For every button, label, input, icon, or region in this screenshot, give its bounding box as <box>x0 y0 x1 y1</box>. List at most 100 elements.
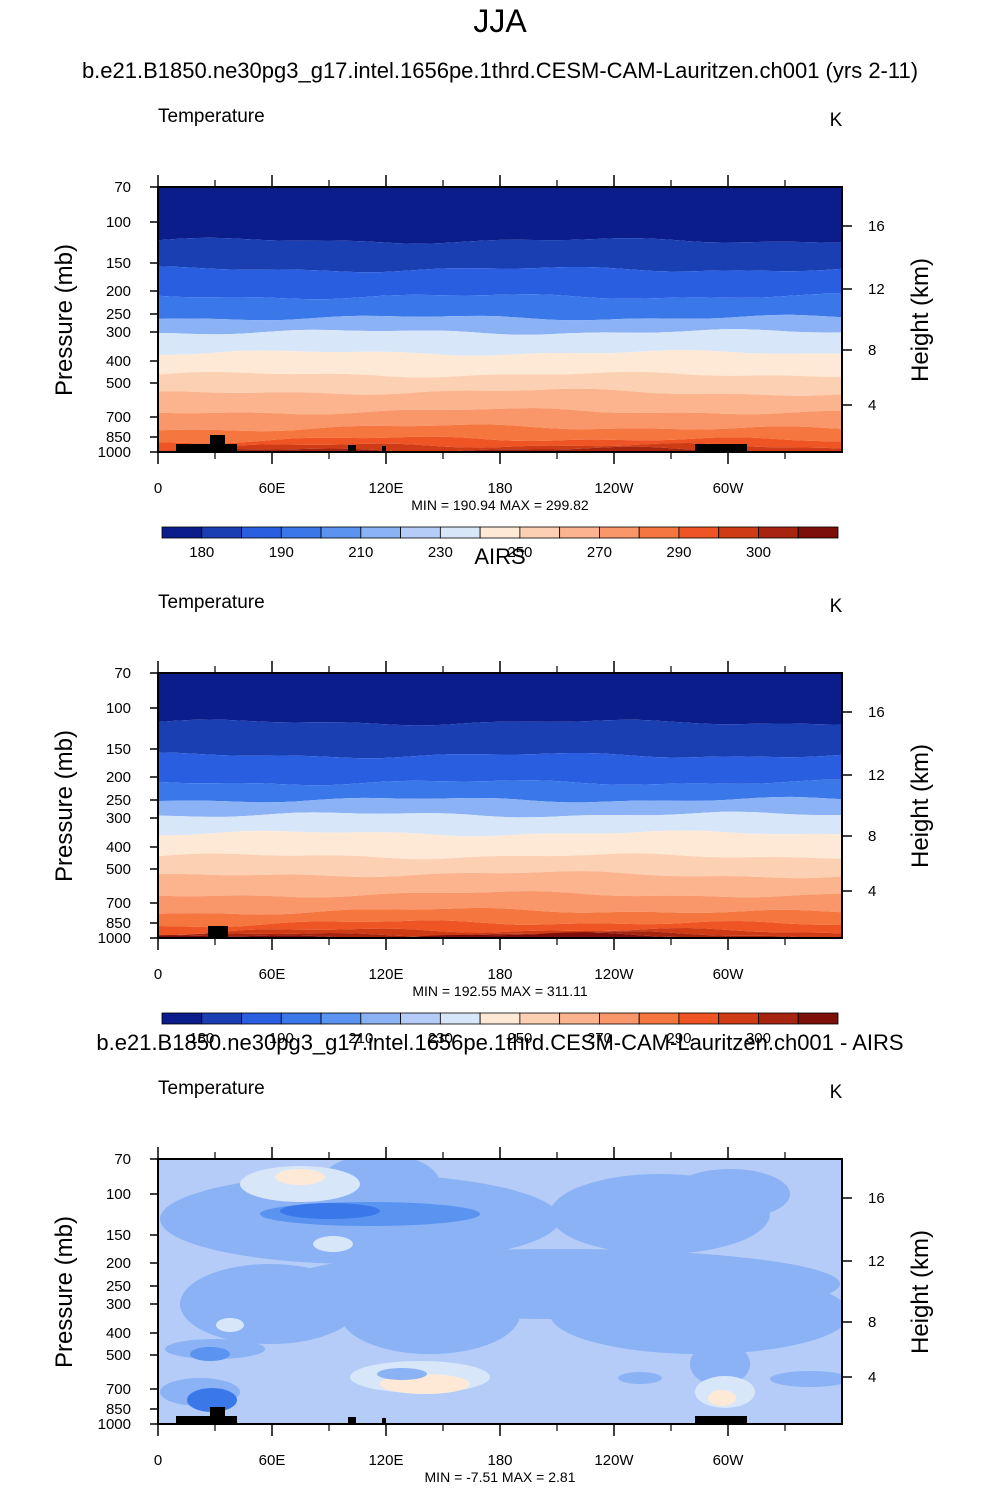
contour-band <box>158 932 751 938</box>
contour-blob <box>708 1390 736 1406</box>
colorbar-label: 250 <box>507 544 532 561</box>
contour-blob <box>690 1342 750 1386</box>
x-tick-label: 180 <box>487 480 512 497</box>
contour-blob <box>187 1388 237 1412</box>
contour-band <box>158 350 842 378</box>
colorbar-box <box>161 526 203 539</box>
colorbar-label: 230 <box>428 544 453 561</box>
colorbar-label: 290 <box>666 544 691 561</box>
x-tick-label: 120E <box>368 1452 403 1469</box>
y2-tick-label: 4 <box>868 1369 876 1386</box>
colorbar-box <box>678 526 720 539</box>
y2-tick-label: 12 <box>868 1253 885 1270</box>
colorbar-label: 190 <box>269 544 294 561</box>
colorbar-box <box>797 1012 839 1025</box>
colorbar-box <box>519 526 561 539</box>
colorbar-box <box>201 1012 242 1025</box>
y-tick-label: 200 <box>106 1255 131 1272</box>
y-tick-label: 70 <box>114 179 131 196</box>
y-tick-label: 700 <box>106 895 131 912</box>
y-tick-label: 400 <box>106 839 131 856</box>
x-tick-label: 180 <box>487 1452 512 1469</box>
contour-blob <box>377 1368 427 1380</box>
contour-blob <box>725 1124 835 1140</box>
colorbar-box <box>638 526 680 539</box>
colorbar-box <box>360 1012 401 1025</box>
y-tick-label: 100 <box>106 1186 131 1203</box>
colorbar-box <box>201 526 242 539</box>
y2-axis-label: Height (km) <box>907 744 934 868</box>
contour-band <box>158 329 842 356</box>
min-max-stats: MIN = -7.51 MAX = 2.81 <box>425 1469 576 1485</box>
season-title: JJA <box>473 3 527 39</box>
colorbar-label: 230 <box>428 1030 453 1047</box>
y2-tick-label: 12 <box>868 281 885 298</box>
contour-band <box>158 443 842 452</box>
colorbar-box <box>559 526 600 539</box>
contour-band <box>163 446 788 452</box>
y-tick-label: 150 <box>106 1227 131 1244</box>
y2-axis-label: Height (km) <box>907 258 934 382</box>
colorbar-box <box>320 1012 362 1025</box>
colorbar-label: 270 <box>587 544 612 561</box>
y2-axis-label: Height (km) <box>907 1230 934 1354</box>
y-tick-label: 250 <box>106 792 131 809</box>
y-tick-label: 850 <box>106 429 131 446</box>
contour-blob <box>275 1169 325 1185</box>
y-tick-label: 700 <box>106 409 131 426</box>
units-label: K <box>830 1082 843 1103</box>
contour-blob <box>313 1236 353 1252</box>
contour-band <box>158 920 842 936</box>
x-tick-label: 60E <box>259 480 286 497</box>
topography-mask <box>695 444 747 452</box>
colorbar-box <box>320 526 362 539</box>
x-tick-label: 60E <box>259 1452 286 1469</box>
y-tick-label: 150 <box>106 255 131 272</box>
colorbar-label: 210 <box>348 1030 373 1047</box>
plot-area <box>158 1124 842 1424</box>
y-tick-label: 200 <box>106 283 131 300</box>
colorbar-box <box>400 526 441 539</box>
contour-band <box>158 928 842 938</box>
contour-blob <box>280 1203 380 1219</box>
x-tick-label: 60W <box>713 480 745 497</box>
colorbar-box <box>439 526 481 539</box>
y-tick-label: 1000 <box>98 930 131 947</box>
y-tick-label: 1000 <box>98 1416 131 1433</box>
contour-blob <box>340 1274 520 1354</box>
variable-label: Temperature <box>158 106 265 127</box>
colorbar-box <box>400 1012 441 1025</box>
plot-area <box>158 187 842 452</box>
panel-title: b.e21.B1850.ne30pg3_g17.intel.1656pe.1th… <box>96 1030 903 1055</box>
colorbar-label: 300 <box>746 1030 771 1047</box>
y-tick-label: 150 <box>106 741 131 758</box>
y2-tick-label: 8 <box>868 1314 876 1331</box>
min-max-stats: MIN = 190.94 MAX = 299.82 <box>411 497 589 513</box>
panel-title: AIRS <box>474 544 525 569</box>
colorbar-box <box>559 1012 600 1025</box>
contour-band <box>158 371 842 396</box>
colorbar-label: 250 <box>507 1030 532 1047</box>
contour-band <box>158 891 842 915</box>
y2-tick-label: 8 <box>868 828 876 845</box>
contour-band <box>158 719 842 759</box>
colorbar-box <box>360 526 401 539</box>
panel-model: b.e21.B1850.ne30pg3_g17.intel.1656pe.1th… <box>51 58 934 561</box>
x-tick-label: 120E <box>368 966 403 983</box>
colorbar-label: 180 <box>189 544 214 561</box>
min-max-stats: MIN = 192.55 MAX = 311.11 <box>412 983 588 999</box>
topography-mask <box>176 1416 237 1424</box>
y-tick-label: 500 <box>106 861 131 878</box>
x-tick-label: 60E <box>259 966 286 983</box>
contour-band <box>158 388 842 415</box>
topography-mask <box>208 926 228 938</box>
colorbar-box <box>797 526 839 539</box>
colorbar-label: 290 <box>666 1030 691 1047</box>
y-tick-label: 100 <box>106 700 131 717</box>
colorbar-box <box>280 1012 322 1025</box>
variable-label: Temperature <box>158 1078 265 1099</box>
y-tick-label: 70 <box>114 665 131 682</box>
contour-band <box>158 811 842 837</box>
contour-blob <box>180 1264 360 1344</box>
